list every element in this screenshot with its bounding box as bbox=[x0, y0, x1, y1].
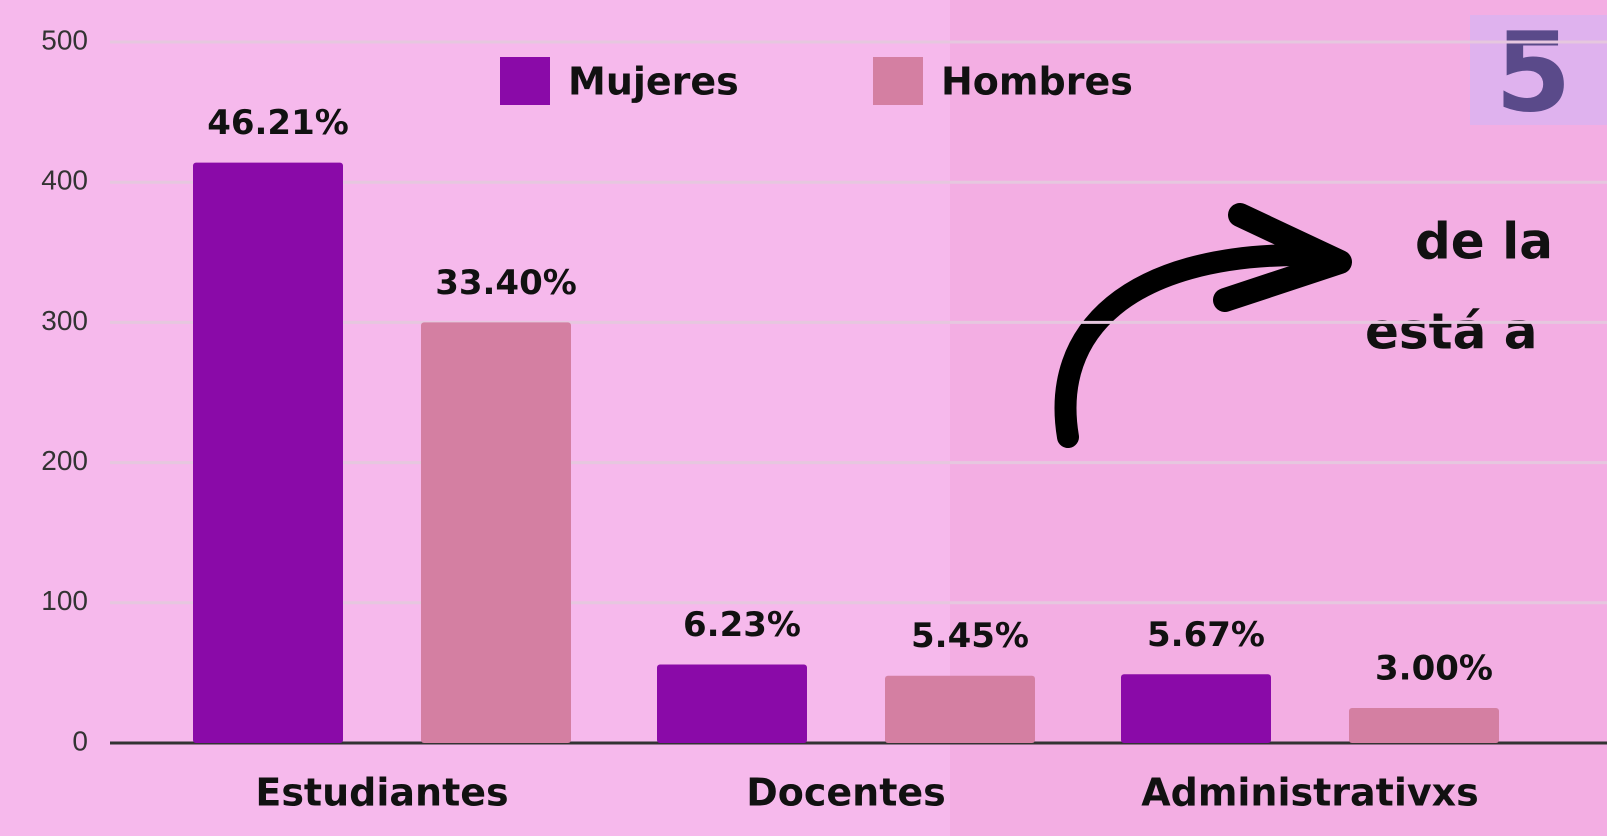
annotation: está a bbox=[1365, 303, 1537, 361]
y-tick-label: 400 bbox=[41, 165, 88, 196]
legend-swatch bbox=[500, 57, 550, 105]
annotation: 5 bbox=[1495, 8, 1572, 136]
value-label: 6.23% bbox=[683, 605, 801, 645]
x-tick-label: Estudiantes bbox=[255, 771, 508, 815]
y-tick-label: 100 bbox=[41, 585, 88, 616]
chart: 5 de la está a 0 100 200 300 400 500 Estudiant… bbox=[0, 0, 1607, 836]
value-label: 5.67% bbox=[1147, 615, 1265, 655]
y-tick-label: 300 bbox=[41, 305, 88, 336]
x-tick-label: Administrativxs bbox=[1141, 771, 1479, 815]
y-tick-label: 0 bbox=[72, 725, 88, 756]
y-tick-label: 200 bbox=[41, 445, 88, 476]
bar bbox=[1349, 708, 1499, 743]
bar bbox=[421, 322, 571, 743]
bar bbox=[1121, 674, 1271, 743]
value-label: 5.45% bbox=[911, 616, 1029, 656]
bar bbox=[657, 664, 807, 743]
value-label: 3.00% bbox=[1375, 648, 1493, 688]
legend-label: Mujeres bbox=[568, 60, 739, 104]
bar bbox=[193, 163, 343, 743]
value-label: 33.40% bbox=[435, 263, 577, 303]
value-label: 46.21% bbox=[207, 103, 349, 143]
legend-label: Hombres bbox=[941, 60, 1133, 104]
x-tick-label: Docentes bbox=[746, 771, 946, 815]
y-tick-label: 500 bbox=[41, 24, 88, 55]
page: 5 de la está a 0 100 200 300 400 500 Estudiant… bbox=[0, 0, 1607, 836]
annotation: de la bbox=[1415, 213, 1553, 271]
bar bbox=[885, 676, 1035, 743]
legend-swatch bbox=[873, 57, 923, 105]
